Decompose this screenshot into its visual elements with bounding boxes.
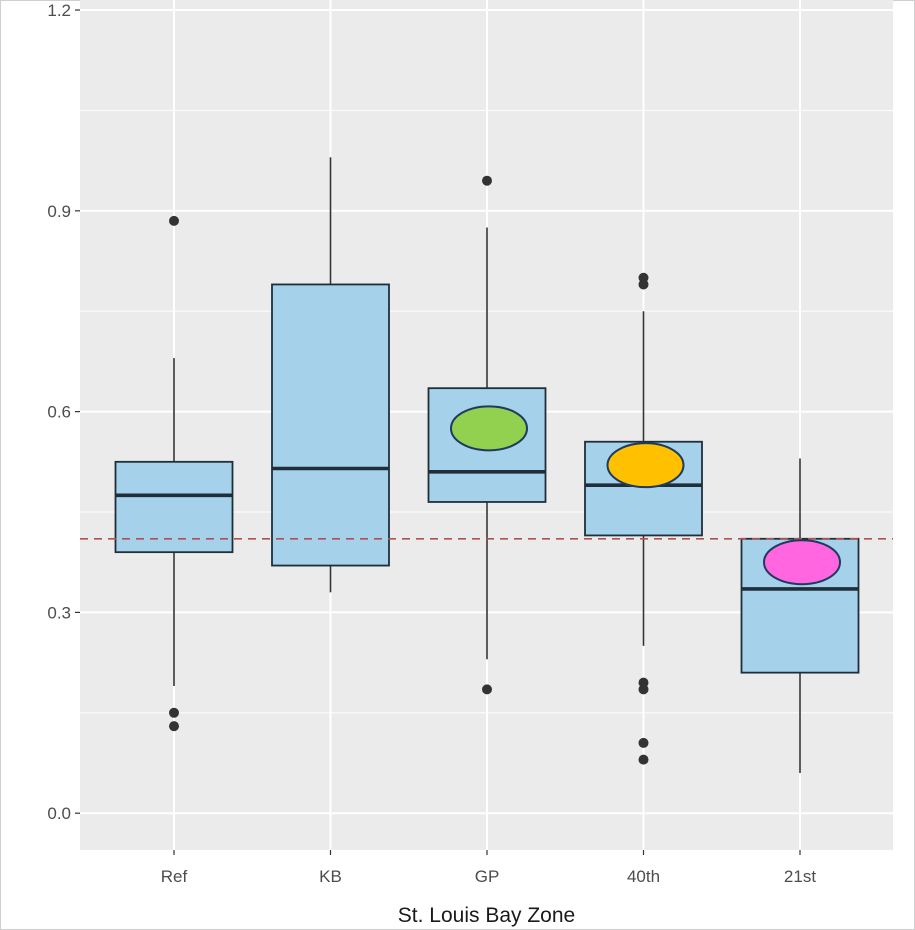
highlight-marker [763,539,841,586]
y-tick-label: 0.3 [47,603,71,622]
highlight-marker [450,405,528,452]
outlier-point [638,754,649,765]
highlight-marker [606,442,685,489]
outlier-point [638,684,649,695]
outlier-point [169,707,179,718]
box [114,460,234,554]
x-tick-label: 21st [784,867,816,886]
y-axis: 0.0 0.3 0.6 0.9 1.2 [47,1,80,823]
outlier-point [638,279,649,290]
box [271,283,390,567]
y-tick-label: 0.0 [47,804,71,823]
outlier-point [169,721,179,732]
outlier-point [638,737,649,748]
outlier-point [482,175,492,186]
x-axis-title: St. Louis Bay Zone [398,904,575,927]
y-tick-label: 0.9 [47,202,71,221]
y-tick-label: 1.2 [47,1,71,20]
boxes [114,283,860,674]
whiskers [173,157,801,774]
outliers [169,175,649,765]
x-tick-label: Ref [161,867,188,886]
y-tick-label: 0.6 [47,403,71,422]
outlier-point [169,215,179,226]
markers [450,405,841,586]
x-tick-label: GP [475,867,500,886]
outlier-point [482,684,492,695]
x-tick-label: 40th [627,867,660,886]
x-axis: Ref KB GP 40th 21st [161,850,816,886]
x-tick-label: KB [319,867,342,886]
